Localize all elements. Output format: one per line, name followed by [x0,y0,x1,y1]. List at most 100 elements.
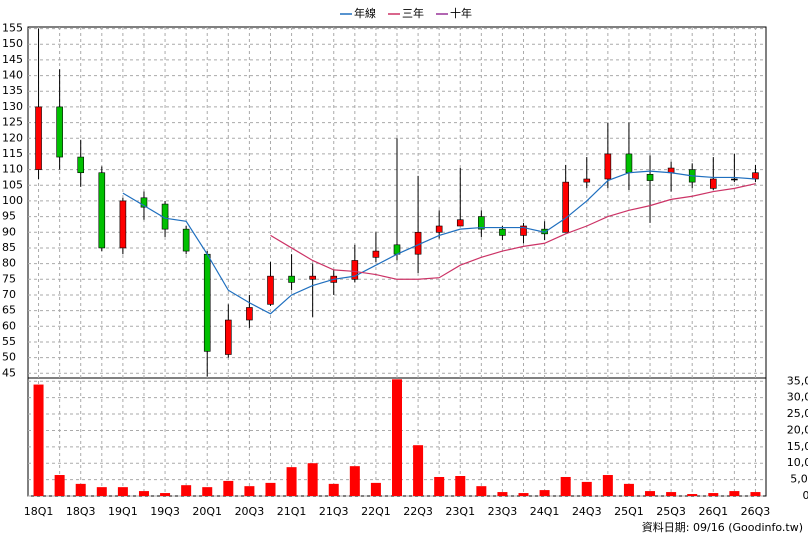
ma-line [122,170,756,315]
y2-tick-label: 25,000 [787,407,808,420]
volume-bar [286,467,297,496]
candle-body [478,216,485,230]
x-tick-label: 19Q1 [108,505,138,518]
volume-bar [560,476,571,496]
volume-bar [202,487,213,496]
candle-body [456,219,464,227]
volume-bar [265,482,276,496]
candle-body [119,200,127,249]
candle-body [246,307,253,321]
candle-body [499,228,506,236]
y-tick-label: 90 [2,225,16,238]
y-tick-label: 155 [2,22,23,35]
candle-body [625,153,633,174]
volume-bar [370,482,381,496]
volume-bar [645,491,656,496]
y-tick-label: 60 [2,319,16,332]
volume-bar [708,493,719,496]
candle-body [520,225,527,236]
y-tick-label: 95 [2,210,16,223]
x-tick-label: 18Q1 [24,505,54,518]
x-tick-label: 24Q1 [530,505,560,518]
volume-bar [476,486,487,496]
x-tick-label: 25Q3 [656,505,686,518]
volume-bar [75,483,86,496]
legend-label: 三年 [402,6,424,20]
volume-bar [623,483,634,496]
candle-body [140,197,148,208]
volume-bar [96,487,107,496]
y-tick-label: 65 [2,304,16,317]
x-tick-label: 26Q3 [741,505,771,518]
volume-bar [518,493,529,496]
candle-body [203,253,211,352]
y2-tick-label: 35,000 [787,374,808,387]
y2-tick-label: 20,000 [787,423,808,436]
x-tick-label: 21Q3 [319,505,349,518]
y2-tick-label: 15,000 [787,440,808,453]
candle-body [288,275,295,283]
candle-body [752,172,759,180]
y-tick-label: 100 [2,194,23,207]
y-tick-label: 50 [2,351,16,364]
volume-bar [160,493,171,496]
candle-body [309,275,316,280]
candle-body [35,106,42,170]
volume-bar [455,476,466,496]
y-tick-label: 45 [2,366,16,379]
volume-bar [750,492,761,496]
x-tick-label: 21Q1 [277,505,307,518]
candle-body [225,319,232,355]
volume-bar [539,490,550,496]
y2-tick-label: 10,000 [787,456,808,469]
y-tick-label: 145 [2,53,23,66]
volume-bar [687,494,698,496]
y-tick-label: 55 [2,335,16,348]
legend-label: 年線 [354,6,376,20]
x-tick-label: 20Q1 [192,505,222,518]
candle-body [604,153,612,180]
x-tick-label: 23Q1 [445,505,475,518]
volume-bar [54,475,65,496]
volume-bar [581,481,592,496]
candle-body [56,106,63,158]
volume-bar [181,485,192,496]
y-tick-label: 110 [2,163,23,176]
volume-bar [349,466,360,496]
volume-bar [434,476,445,496]
y-tick-label: 125 [2,116,23,129]
candle-body [562,181,569,233]
volume-bar [117,487,128,496]
y2-tick-label: 5,000 [790,473,808,486]
volume-bar [328,483,339,496]
legend-label: 十年 [450,6,472,20]
y-tick-label: 135 [2,84,23,97]
y-tick-label: 140 [2,69,23,82]
x-tick-label: 22Q3 [403,505,433,518]
candle-body [646,173,654,181]
y-tick-label: 120 [2,131,23,144]
volume-bar [307,463,318,496]
x-tick-label: 25Q1 [614,505,644,518]
y-tick-label: 80 [2,257,16,270]
candle-body [267,275,274,305]
y-tick-label: 150 [2,37,23,50]
y-tick-label: 130 [2,100,23,113]
x-tick-label: 22Q1 [361,505,391,518]
volume-bar [497,492,508,496]
y2-tick-label: 0 [803,489,808,502]
volume-bar [244,486,255,496]
volume-bar [138,491,149,496]
volume-bar [666,492,677,496]
ma-line [270,183,756,280]
volume-bar [223,480,234,496]
volume-bar [392,379,402,496]
candle-body [731,178,738,181]
volume-bar [413,445,424,496]
volume-bar [33,384,44,496]
footer: 資料日期: 09/16 (Goodinfo.tw) [642,520,803,534]
candle-body [77,156,85,174]
y-tick-label: 115 [2,147,23,160]
x-tick-label: 20Q3 [235,505,265,518]
